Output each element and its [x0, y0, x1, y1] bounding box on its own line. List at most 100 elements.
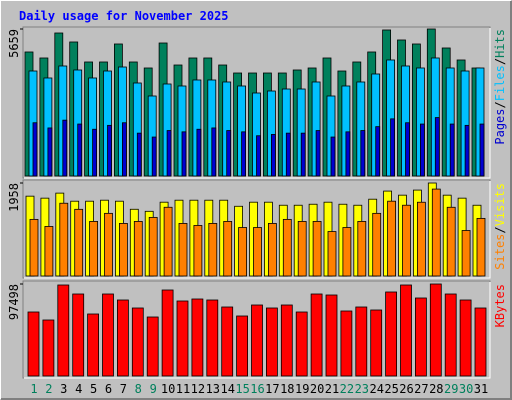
x-tick-label: 4 [75, 382, 82, 396]
x-tick-label: 23 [355, 382, 369, 396]
panel-bevel [24, 28, 491, 179]
x-tick-label: 10 [161, 382, 175, 396]
x-tick-label: 3 [60, 382, 67, 396]
bar [236, 315, 249, 377]
bar [176, 300, 189, 377]
x-tick-label: 9 [150, 382, 157, 396]
bar [310, 293, 323, 377]
bar [107, 124, 112, 177]
legend: Pages/Files/Hits [493, 29, 507, 145]
x-tick-label: 8 [135, 382, 142, 396]
bar [208, 223, 218, 277]
bar [163, 206, 173, 277]
x-tick-label: 25 [384, 382, 398, 396]
legend-entry: Pages [493, 109, 507, 145]
bar [267, 223, 277, 277]
x-tick-label: 15 [235, 382, 249, 396]
bar [464, 124, 470, 177]
x-tick-label: 29 [444, 382, 458, 396]
bar [375, 126, 381, 177]
bar [57, 284, 70, 377]
bar [133, 221, 143, 277]
bar [166, 130, 172, 177]
bar [196, 128, 202, 177]
bar [282, 218, 292, 277]
bar [461, 230, 471, 277]
x-tick-label: 24 [369, 382, 383, 396]
legend-separator: / [493, 58, 507, 65]
bar [104, 212, 113, 277]
bar [77, 123, 83, 177]
legend-separator: / [493, 101, 507, 108]
bar [285, 132, 291, 177]
bar [146, 316, 159, 377]
x-tick-label: 16 [250, 382, 264, 396]
bar [122, 122, 127, 177]
x-tick-label: 1 [30, 382, 37, 396]
y-tick-label: 5659 [7, 29, 21, 58]
bar [360, 130, 366, 177]
x-tick-label: 27 [414, 382, 428, 396]
bar [72, 293, 85, 377]
bar [400, 284, 412, 377]
bar [148, 216, 158, 277]
bar [444, 293, 457, 377]
legend-entry: Hits [493, 29, 507, 58]
bar [419, 123, 425, 177]
bar [253, 227, 262, 277]
x-tick-label: 13 [206, 382, 220, 396]
x-tick-label: 11 [176, 382, 190, 396]
x-tick-label: 17 [265, 382, 279, 396]
bar [357, 221, 367, 277]
bar [449, 123, 455, 177]
x-tick-label: 28 [429, 382, 443, 396]
bar [387, 200, 397, 277]
x-tick-label: 18 [280, 382, 294, 396]
x-tick-label: 7 [120, 382, 127, 396]
bar [345, 131, 351, 177]
bar [92, 128, 97, 177]
bar [119, 223, 128, 277]
legend-entry: Visits [493, 183, 507, 226]
bar [117, 299, 129, 377]
legend-entry: Sites [493, 234, 507, 270]
bar [297, 221, 307, 277]
bar [74, 208, 84, 277]
bar [434, 117, 440, 177]
bar [226, 130, 232, 177]
bar [241, 131, 247, 177]
bar [62, 119, 68, 177]
bar [270, 134, 276, 177]
bar [131, 307, 144, 377]
bar [181, 131, 187, 177]
x-tick-label: 6 [105, 382, 112, 396]
bar [372, 212, 382, 277]
bar [459, 299, 472, 377]
x-tick-label: 21 [325, 382, 339, 396]
bar [32, 122, 38, 177]
bar [300, 132, 306, 177]
bar [325, 294, 338, 377]
bar [446, 206, 456, 277]
legend-entry: KBytes [493, 284, 507, 327]
y-tick-label: 97498 [7, 284, 21, 320]
bar [315, 130, 321, 177]
bar [211, 127, 217, 177]
chart-title: Daily usage for November 2025 [19, 9, 229, 23]
x-tick-label: 14 [220, 382, 234, 396]
bar [193, 225, 203, 277]
bar [405, 122, 410, 177]
bar [89, 221, 98, 277]
bar [59, 202, 69, 277]
bar [238, 227, 248, 277]
legend: Sites/Visits [493, 183, 507, 270]
bar [265, 307, 278, 377]
bar [416, 201, 426, 277]
panel-bevel [24, 282, 491, 379]
bar [479, 123, 485, 177]
x-tick-label: 22 [340, 382, 354, 396]
bar [27, 311, 40, 377]
x-tick-label: 2 [45, 382, 52, 396]
